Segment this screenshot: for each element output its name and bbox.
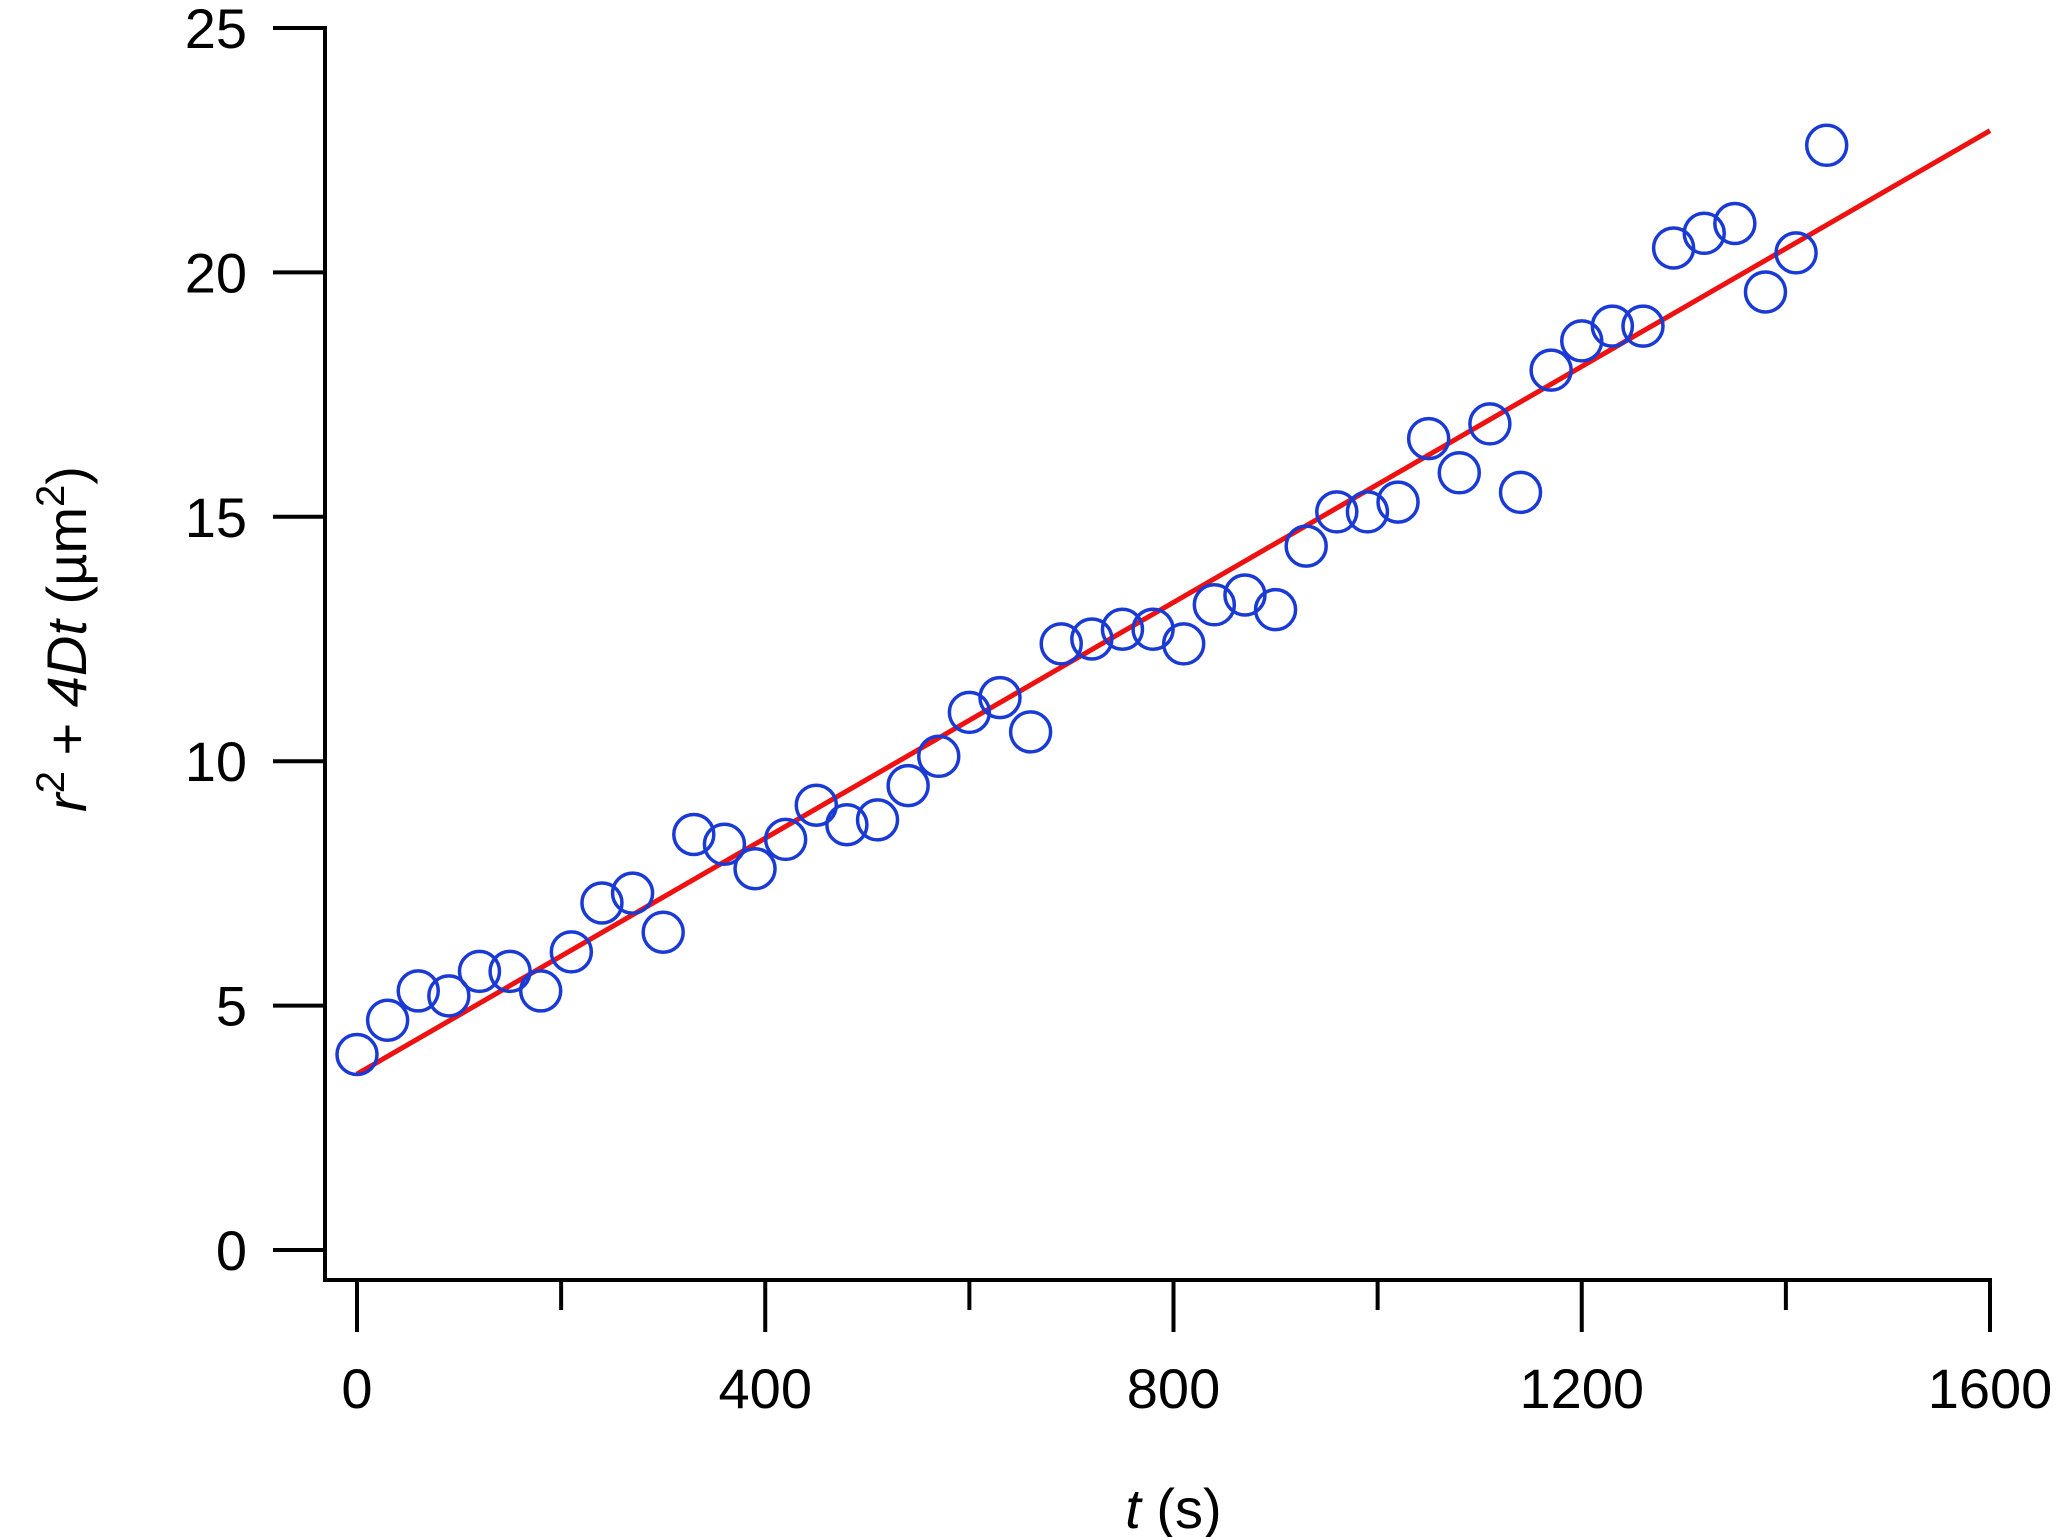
x-tick-label: 400 (719, 1357, 812, 1420)
data-point (763, 817, 808, 862)
fit-line-group (355, 128, 1992, 1077)
x-tick-label: 1600 (1928, 1357, 2053, 1420)
y-tick-label: 0 (216, 1219, 247, 1282)
data-point (1376, 480, 1420, 524)
data-point (794, 783, 839, 827)
data-points (335, 123, 1849, 1077)
x-tick-label: 1200 (1519, 1357, 1644, 1420)
y-tick-label: 20 (185, 241, 247, 304)
data-point (947, 690, 992, 735)
x-tick-label: 800 (1127, 1357, 1220, 1420)
data-point (1315, 490, 1359, 534)
data-point (396, 969, 440, 1013)
data-point (457, 949, 502, 994)
data-point (1131, 607, 1175, 651)
data-point (1468, 402, 1512, 446)
data-point (1406, 416, 1451, 461)
data-point (1713, 201, 1757, 246)
y-tick-label: 25 (185, 0, 247, 60)
y-tick-label: 5 (216, 975, 247, 1038)
data-point (702, 822, 747, 867)
data-point (641, 910, 685, 955)
data-point (518, 969, 563, 1013)
data-point (1161, 622, 1206, 666)
data-point (733, 846, 777, 891)
x-axis-title: t (s) (1125, 1477, 1221, 1537)
data-point (610, 871, 655, 915)
data-point (1621, 304, 1665, 348)
data-point (427, 974, 471, 1018)
data-point (549, 930, 594, 974)
data-point (1498, 470, 1543, 515)
data-point (580, 881, 624, 925)
data-point (1345, 490, 1390, 534)
data-point (1560, 319, 1604, 363)
data-point (1804, 123, 1849, 168)
data-point (365, 998, 410, 1043)
data-point (1743, 270, 1788, 314)
data-point (1039, 622, 1083, 666)
data-point (1590, 304, 1635, 348)
data-point (978, 675, 1022, 720)
data-point (1100, 607, 1145, 651)
data-point (1529, 348, 1573, 392)
y-tick-label: 15 (185, 486, 247, 549)
fit-line (355, 128, 1992, 1077)
data-point (1284, 524, 1328, 568)
data-point (825, 802, 869, 847)
data-point (1437, 451, 1482, 495)
data-point (1253, 587, 1298, 632)
data-point (855, 798, 900, 842)
data-point (1223, 573, 1267, 617)
data-point (1070, 617, 1114, 661)
data-point (335, 1032, 379, 1077)
data-point (488, 949, 532, 994)
y-axis-title: r2 + 4Dt (µm2) (29, 466, 98, 812)
data-point (1682, 211, 1726, 256)
data-point (886, 763, 930, 808)
data-point (917, 734, 961, 779)
data-point (1774, 231, 1818, 275)
data-point (1008, 710, 1053, 754)
data-point (672, 812, 716, 857)
y-tick-label: 10 (185, 730, 247, 793)
axes (273, 26, 1992, 1332)
x-tick-label: 0 (341, 1357, 372, 1420)
tick-labels: 0 5 10 15 20 25 0 400 800 1200 1600 (185, 0, 2053, 1420)
data-point (1651, 226, 1696, 270)
data-point (1192, 583, 1237, 627)
